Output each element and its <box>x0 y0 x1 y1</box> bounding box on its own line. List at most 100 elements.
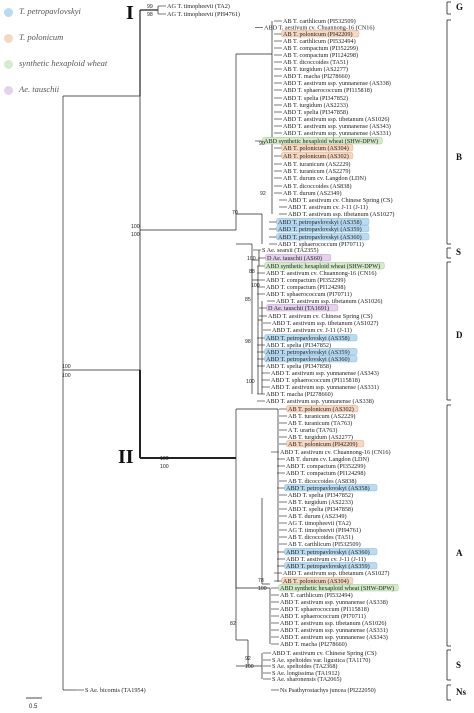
taxon-label: AB T. compactum (PI352299) <box>283 45 358 52</box>
taxon-label: ABD T. aestivum cv. Chinese Spring (CS) <box>268 313 373 320</box>
taxon-label: AB T. durum cv. Langdon (LDN) <box>286 456 369 463</box>
bootstrap-value: 100 <box>160 464 169 470</box>
taxon-label: ABD T. petropavlovskyi (AS359) <box>266 349 350 356</box>
taxon-label: ABD T. aestivum ssp. tibetanum (AS1026) <box>283 116 390 123</box>
bootstrap-value: 98 <box>245 339 251 345</box>
taxon-label: ABD T. aestivum ssp. yunnanense (AS338) <box>280 599 388 606</box>
bootstrap-value: 99 <box>147 4 153 10</box>
taxon-label: ABD T. sphaerococcum (PI115818) <box>271 377 360 384</box>
taxon-label: ABD T. spelta (PI347852) <box>283 95 348 102</box>
bootstrap-value: 100 <box>160 456 169 462</box>
taxon-label: AB T. polonicum (AS304) <box>283 578 349 585</box>
taxon-highlight <box>278 584 399 592</box>
bootstrap-value: 100 <box>62 373 71 379</box>
taxon-highlight <box>264 348 358 356</box>
taxon-label: ABD T. aestivum ssp. yunnanense (AS343) <box>283 123 391 130</box>
taxon-label: ABD synthetic hexaploid wheat (SHW-DPW) <box>266 263 380 270</box>
taxon-label: ABD T. spelta (PI347858) <box>283 109 348 116</box>
taxon-label: ABD T. petropavlovskyi (AS360) <box>286 549 370 556</box>
taxon-label: ABD T. petropavlovskyi (AS359) <box>286 563 370 570</box>
taxon-label: AB T. turanicum (AS2229) <box>283 161 350 168</box>
taxon-label: ABD T. petropavlovskyi (AS358) <box>266 335 350 342</box>
taxon-label: AB T. carthlicum (PI532494) <box>283 38 356 45</box>
taxon-label: ABD T. macha (PI278660) <box>280 641 347 648</box>
taxon-label: S Ae. searsii (TA2355) <box>262 247 319 254</box>
taxon-label: AB T. durum cv. Langdon (LDN) <box>283 175 366 182</box>
taxon-label: AB T. turanicum (AS2279) <box>283 168 350 175</box>
bootstrap-value: 88 <box>249 269 255 275</box>
clade-brackets: G B S D A S Ns <box>446 1 466 701</box>
bootstrap-value: 78 <box>258 578 264 584</box>
bootstrap-value: 100 <box>258 586 267 592</box>
taxon-label: AB T. polonicum (PI42209) <box>283 31 353 38</box>
taxon-label: ABD T. aestivum cv. J-11 (J-11) <box>272 327 352 334</box>
bootstrap-value: 92 <box>245 656 251 662</box>
scale-bar: 0.5 <box>26 697 42 710</box>
taxon-label: ABD T. aestivum ssp. yunnanense (AS338) <box>283 80 391 87</box>
taxon-label: ABD T. petropavlovskyi (AS358) <box>286 485 370 492</box>
taxon-label: AB T. turanicum (TA763) <box>288 420 352 427</box>
taxon-label: ABD T. aestivum ssp. yunnanense (AS343) <box>280 634 388 641</box>
taxon-label: S Ae. speltoides (TA2368) <box>272 663 338 670</box>
taxon-label: ABD T. aestivum ssp. yunnanense (AS331) <box>271 384 379 391</box>
taxon-label: ABD T. aestivum ssp. tibetanum (AS1026) <box>276 298 383 305</box>
taxon-label: ABD T. aestivum ssp. yunnanense (AS331) <box>280 627 388 634</box>
taxon-label: ABD T. spelta (PI347858) <box>266 363 331 370</box>
legend-label: synthetic hexaploid wheat <box>19 58 108 68</box>
taxon-highlight <box>281 152 354 160</box>
taxon-label: AB T. turgidum (AS2233) <box>283 102 348 109</box>
taxon-label: ABD T. petropavlovskyi (AS359) <box>278 226 362 233</box>
taxon-label: S Ae. bicornis (TA1954) <box>85 687 146 694</box>
taxon-label: ABD T. macha (PI278660) <box>283 73 350 80</box>
taxon-label: AB T. polonicum (PI42209) <box>288 441 358 448</box>
taxon-label: ABD T. aestivum ssp. yunnanense (AS331) <box>283 130 391 137</box>
taxon-label: ABD T. macha (PI278660) <box>266 391 333 398</box>
taxon-label: AB T. carthlicum (PI532509) <box>288 541 361 548</box>
taxon-highlight <box>265 254 332 262</box>
taxon-label: ABD T. aestivum ssp. yunnanense (AS343) <box>271 370 379 377</box>
taxon-label: ABD T. petropavlovskyi (AS360) <box>278 234 362 241</box>
taxon-highlight <box>264 355 358 363</box>
bootstrap-value: 85 <box>245 297 251 303</box>
taxon-label: AB T. turgidum (AS2277) <box>288 434 353 441</box>
taxon-label: AB T. polonicum (AS304) <box>283 145 349 152</box>
taxon-label: S Ae. longissima (TA1912) <box>272 670 340 677</box>
taxon-label: ABD T. aestivum ssp. tibetanum (AS1027) <box>272 320 379 327</box>
legend-swatch-petropavlovskyi <box>4 7 13 17</box>
taxon-label: AB T. polonicum (AS302) <box>288 406 354 413</box>
taxon-label: Ns Psathyrostachys juncea (PI222050) <box>280 687 376 694</box>
taxon-label: AB T. turgidum (AS2233) <box>288 499 353 506</box>
taxon-label: ABD T. aestivum ssp. tibetanum (AS1027) <box>288 211 395 218</box>
taxon-highlight <box>286 405 359 413</box>
taxon-highlight <box>264 262 385 270</box>
legend: T. petropavlovskyi T. polonicum syntheti… <box>0 0 150 120</box>
scale-label: 0.5 <box>29 704 38 710</box>
bootstrap-value: 100 <box>246 379 255 385</box>
taxon-label: ABD T. aestivum cv. Chuannong-16 (CN16) <box>280 449 391 456</box>
taxon-label: AB T. durum (AS2349) <box>283 190 342 197</box>
taxon-label: ABD T. compactum (PI352299) <box>286 463 366 470</box>
taxon-label: ABD T. spelta (PI347852) <box>288 492 353 499</box>
legend-item-tauschii: Ae. tauschii <box>4 84 59 95</box>
tree-branches <box>62 5 287 691</box>
taxon-label: ABD T. compactum (PI124298) <box>266 284 346 291</box>
taxon-label: ABD T. compactum (PI124298) <box>286 470 366 477</box>
taxon-label: AB T. dicoccoides (AS838) <box>288 478 357 485</box>
taxon-label: AB T. dicoccoides (TA51) <box>288 534 353 541</box>
taxon-label: ABD T. sphaerococcum (PI115818) <box>280 606 369 613</box>
taxon-label: AB T. durum (AS2349) <box>288 513 347 520</box>
taxon-label: ABD synthetic hexaploid wheat (SHW-DPW) <box>264 138 378 145</box>
bootstrap-value: 100 <box>131 232 140 238</box>
taxon-label: ABD T. aestivum cv. Chuannong-16 (CN16) <box>264 25 375 32</box>
taxon-label: AG T. timopheevii (PI94761) <box>167 11 240 18</box>
taxon-label: AB T. polonicum (AS302) <box>283 153 349 160</box>
taxon-highlight <box>284 484 378 492</box>
taxon-label: ABD T. sphaerococcum (PI70711) <box>266 291 352 298</box>
taxon-highlight <box>284 562 378 570</box>
clade-label: G <box>456 2 463 12</box>
taxon-label: AB T. carthlicum (PI532494) <box>280 592 353 599</box>
bootstrap-value: 70 <box>232 210 238 216</box>
clade-label: Ns <box>456 687 466 697</box>
bootstrap-value: 100 <box>62 364 71 370</box>
